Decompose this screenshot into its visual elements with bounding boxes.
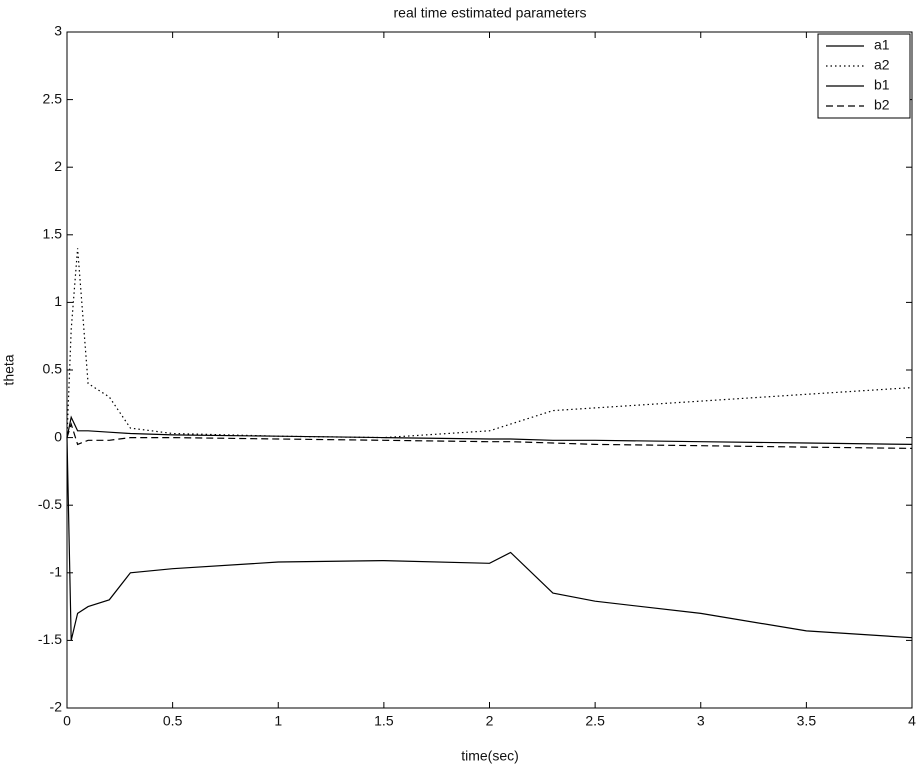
y-tick-label: 3	[54, 23, 62, 39]
chart: real time estimated parameters time(sec)…	[0, 0, 920, 769]
x-tick-label: 2.5	[585, 713, 605, 729]
y-tick-label: -2	[50, 699, 63, 715]
y-tick-label: 0.5	[43, 361, 63, 377]
legend-label: b1	[874, 77, 890, 93]
y-tick-label: 1	[54, 293, 62, 309]
y-tick-label: 0	[54, 428, 62, 444]
x-tick-label: 3.5	[797, 713, 817, 729]
y-axis-label: theta	[1, 354, 17, 385]
x-tick-label: 0	[63, 713, 71, 729]
x-tick-label: 1	[274, 713, 282, 729]
background	[0, 0, 920, 769]
x-tick-label: 2	[486, 713, 494, 729]
y-tick-label: 1.5	[43, 226, 63, 242]
legend-label: a2	[874, 57, 890, 73]
y-tick-label: 2.5	[43, 90, 63, 106]
y-tick-label: 2	[54, 158, 62, 174]
x-tick-label: 4	[908, 713, 916, 729]
x-axis-label: time(sec)	[461, 748, 519, 764]
y-tick-label: -1.5	[38, 631, 62, 647]
legend-label: a1	[874, 37, 890, 53]
x-tick-label: 3	[697, 713, 705, 729]
x-tick-label: 1.5	[374, 713, 394, 729]
legend-label: b2	[874, 97, 890, 113]
chart-title: real time estimated parameters	[394, 5, 587, 21]
x-tick-label: 0.5	[163, 713, 183, 729]
y-tick-label: -0.5	[38, 496, 62, 512]
y-tick-label: -1	[50, 564, 63, 580]
